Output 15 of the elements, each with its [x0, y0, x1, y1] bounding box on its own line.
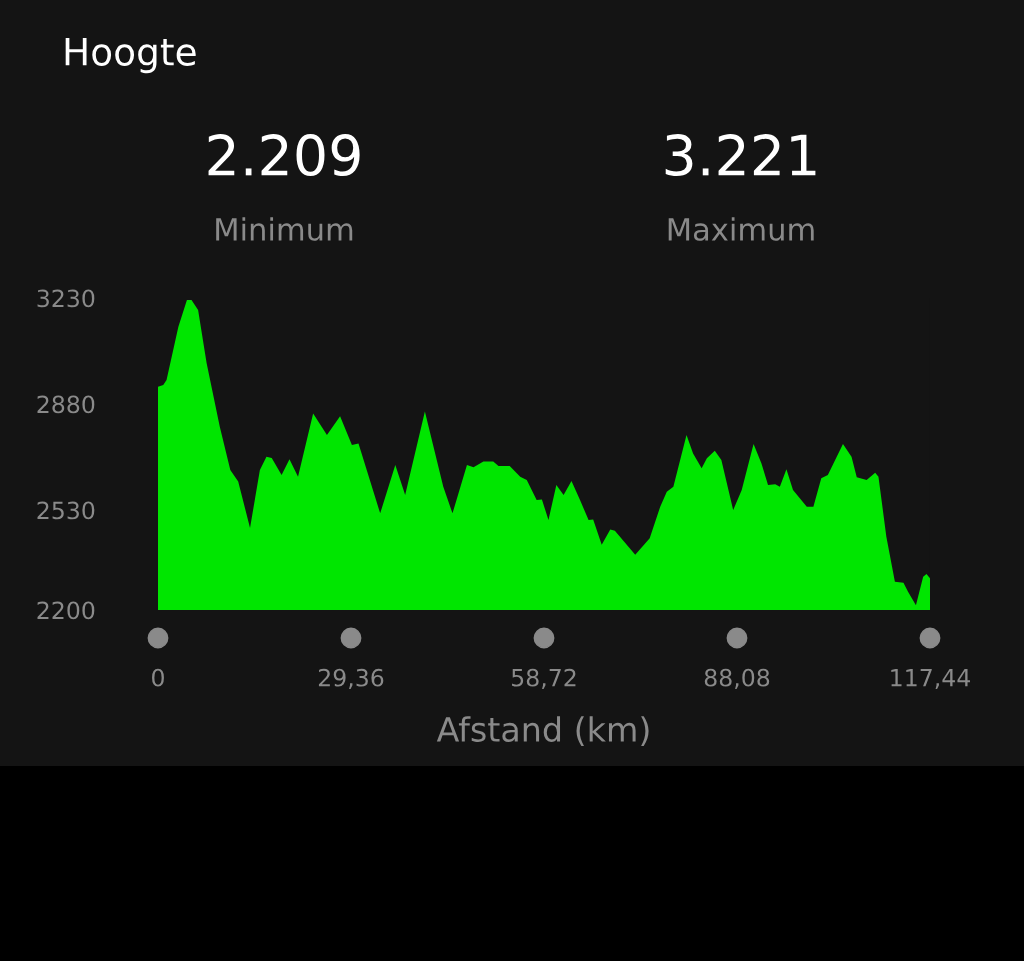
y-tick-label: 3230 — [37, 289, 95, 308]
text: Minimum — [216, 217, 353, 241]
x-tick-label: 29,36 — [318, 668, 384, 690]
text: Maximum — [668, 217, 814, 241]
text: 3.221 — [665, 134, 816, 177]
x-axis-title: Afstand (km) — [436, 716, 649, 746]
y-tick-label: 2880 — [37, 395, 95, 414]
chart-title: Hoogte — [65, 38, 196, 74]
x-tick-label: 117,44 — [891, 669, 970, 690]
text: 2.209 — [208, 134, 360, 177]
y-tick-label: 2530 — [37, 501, 95, 520]
x-tick-label: 58,72 — [512, 668, 576, 690]
x-tick-label: 88,08 — [704, 668, 770, 690]
y-tick-label: 2200 — [37, 601, 95, 620]
x-tick-label: 0 — [152, 668, 164, 687]
